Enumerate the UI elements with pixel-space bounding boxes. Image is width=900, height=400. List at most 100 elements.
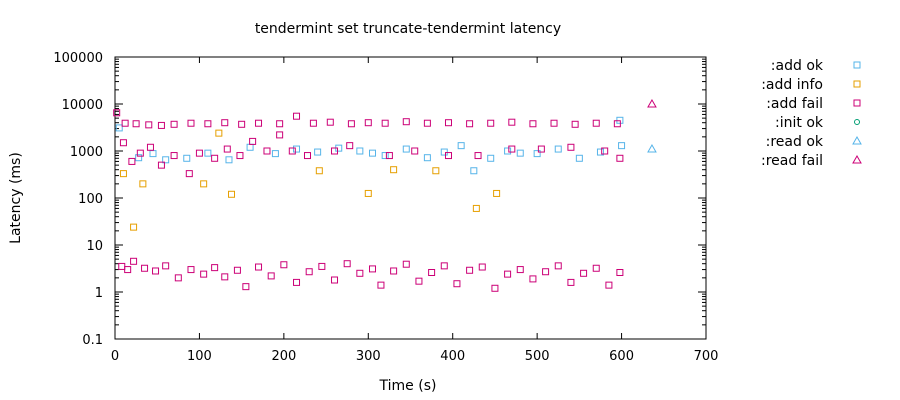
data-point [293,145,301,153]
data-point [276,120,284,128]
data-point [225,156,233,164]
data-point [428,268,436,276]
data-point [211,154,219,162]
legend-marker [853,99,861,107]
data-point [293,112,301,120]
data-point [647,144,657,153]
y-axis: 0.1 1 10 100 1000 10000 100000 [53,51,706,348]
data-point [508,145,516,153]
data-point [411,147,419,155]
data-point [211,264,219,272]
legend-marker [853,80,861,88]
data-point [567,143,575,151]
data-point [605,281,613,289]
x-axis: 0 100 200 300 400 500 600 700 [111,57,719,364]
legend-marker [853,61,861,69]
chart-title: tendermint set truncate-tendermint laten… [255,21,561,37]
data-point [554,262,562,270]
x-tick-label: 100 [187,349,212,364]
legend-label: :add fail [766,96,823,112]
data-point [575,154,583,162]
data-point [571,120,579,128]
y-tick-label: 10000 [62,98,103,113]
data-point [149,150,157,158]
y-tick-label: 0.1 [82,333,103,348]
data-point [364,119,372,127]
legend-label: :add ok [771,58,824,74]
y-tick-label: 100 [78,192,103,207]
data-point [200,270,208,278]
x-tick-label: 700 [694,349,719,364]
data-point [596,148,604,156]
y-tick-label: 1000 [70,145,103,160]
data-point [554,145,562,153]
y-tick-label: 1 [95,286,103,301]
data-point [472,204,480,212]
data-point [267,272,275,280]
legend-label: :read ok [766,134,824,150]
data-point [457,142,465,150]
data-point [504,147,512,155]
data-point [613,120,621,128]
data-points [113,98,657,292]
data-point [315,167,323,175]
data-point [601,147,609,155]
data-point [369,265,377,273]
data-point [369,149,377,157]
data-point [343,260,351,268]
data-point [537,145,545,153]
data-point [170,152,178,160]
data-point [616,154,624,162]
data-point [381,119,389,127]
data-point [132,120,140,128]
data-point [309,119,317,127]
data-point [493,189,501,197]
data-point [542,268,550,276]
data-point [580,269,588,277]
data-point [618,142,626,150]
data-point [204,120,212,128]
data-point [592,119,600,127]
x-tick-label: 200 [271,349,296,364]
legend-label: :read fail [761,153,823,169]
data-point [280,261,288,269]
data-point [162,262,170,270]
data-point [174,274,182,282]
data-point [440,262,448,270]
x-tick-label: 500 [525,349,550,364]
data-point [170,120,178,128]
data-point [145,121,153,129]
data-point [508,118,516,126]
data-point [466,266,474,274]
x-tick-label: 300 [356,349,381,364]
data-point [390,166,398,174]
data-point [293,278,301,286]
data-point [303,152,311,160]
data-point [187,266,195,274]
data-point [157,121,165,129]
data-point [136,149,144,157]
legend-marker [852,154,862,164]
data-point [223,145,231,153]
data-point [314,148,322,156]
legend: :add ok:add info:add fail:init ok:read o… [761,58,862,169]
data-point [255,263,263,271]
data-point [550,119,558,127]
legend-label: :init ok [775,115,824,131]
x-tick-label: 600 [609,349,634,364]
data-point [347,120,355,128]
data-point [121,119,129,127]
data-point [533,150,541,158]
data-point [200,180,208,188]
y-tick-label: 10 [86,239,103,254]
data-point [236,152,244,160]
data-point [119,170,127,178]
data-point [381,152,389,160]
data-point [195,149,203,157]
data-point [183,154,191,162]
data-point [529,275,537,283]
data-point [119,139,127,147]
data-point [504,270,512,278]
data-point [516,149,524,157]
